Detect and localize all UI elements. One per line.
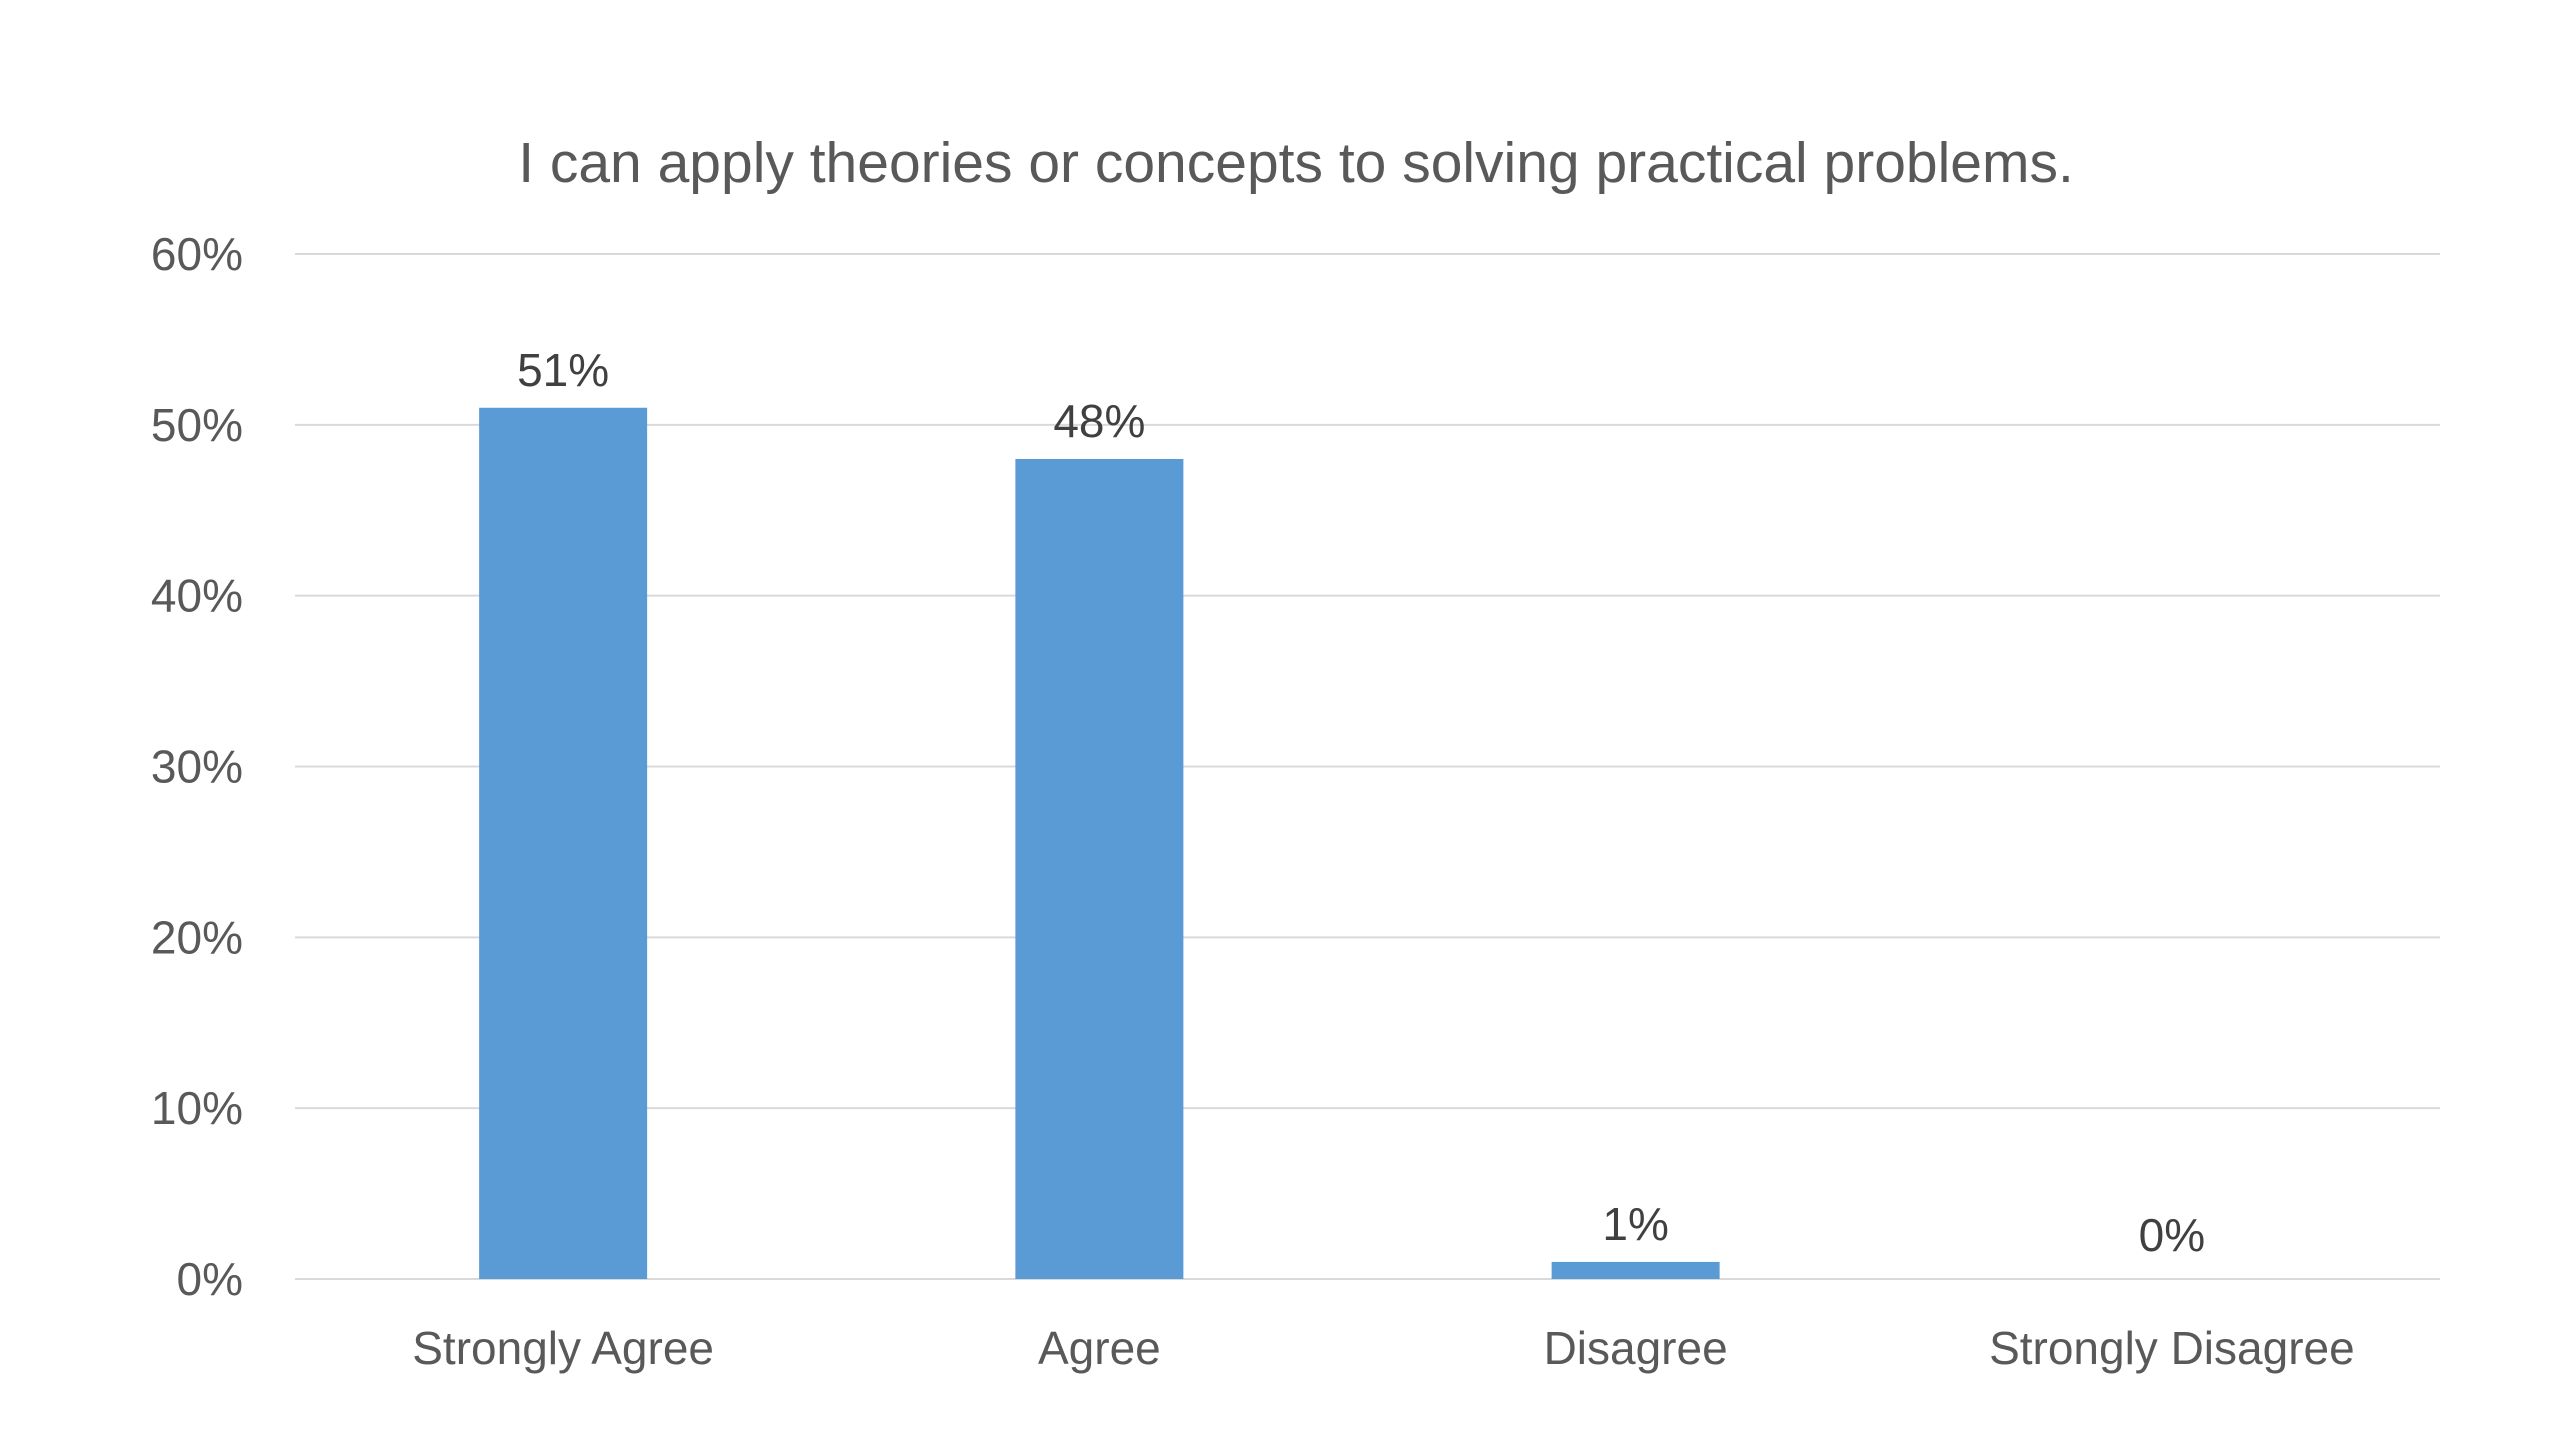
y-tick-label: 20% [151,911,243,963]
x-category-label: Strongly Disagree [1989,1322,2355,1374]
chart-title: I can apply theories or concepts to solv… [518,131,2074,195]
bar [1551,1261,1720,1279]
y-axis-ticks: 0% 10% 20% 30% 40% 50% 60% [151,228,243,1305]
bar-value-label: 1% [1602,1198,1668,1250]
y-tick-label: 60% [151,228,243,280]
bar [479,407,648,1279]
y-tick-label: 0% [177,1253,243,1305]
bar-value-label: 48% [1053,395,1145,447]
bars [479,407,1720,1279]
y-tick-label: 40% [151,570,243,622]
gridlines [295,253,2440,1280]
bar [1015,459,1184,1279]
data-labels: 51% 48% 1% 0% [517,344,2205,1261]
x-category-label: Disagree [1544,1322,1728,1374]
x-category-label: Strongly Agree [412,1322,714,1374]
y-tick-label: 30% [151,741,243,793]
bar-value-label: 0% [2139,1209,2205,1261]
y-tick-label: 50% [151,399,243,451]
y-tick-label: 10% [151,1082,243,1134]
x-category-label: Agree [1038,1322,1161,1374]
bar-value-label: 51% [517,344,609,396]
x-axis-labels: Strongly Agree Agree Disagree Strongly Disa… [412,1322,2354,1374]
